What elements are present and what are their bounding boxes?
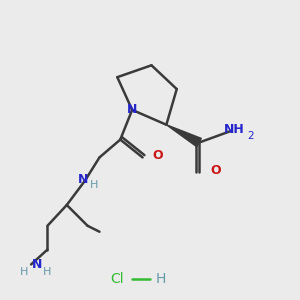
Text: N: N <box>32 258 42 271</box>
Text: NH: NH <box>224 123 245 136</box>
Text: H: H <box>20 267 28 277</box>
Text: H: H <box>43 267 52 277</box>
Text: 2: 2 <box>247 131 254 141</box>
Text: Cl: Cl <box>110 272 124 286</box>
Text: O: O <box>210 164 221 177</box>
Text: N: N <box>127 103 137 116</box>
Text: N: N <box>78 173 88 186</box>
Text: O: O <box>152 149 163 162</box>
Text: H: H <box>155 272 166 286</box>
Text: H: H <box>90 180 99 190</box>
Polygon shape <box>166 125 201 147</box>
